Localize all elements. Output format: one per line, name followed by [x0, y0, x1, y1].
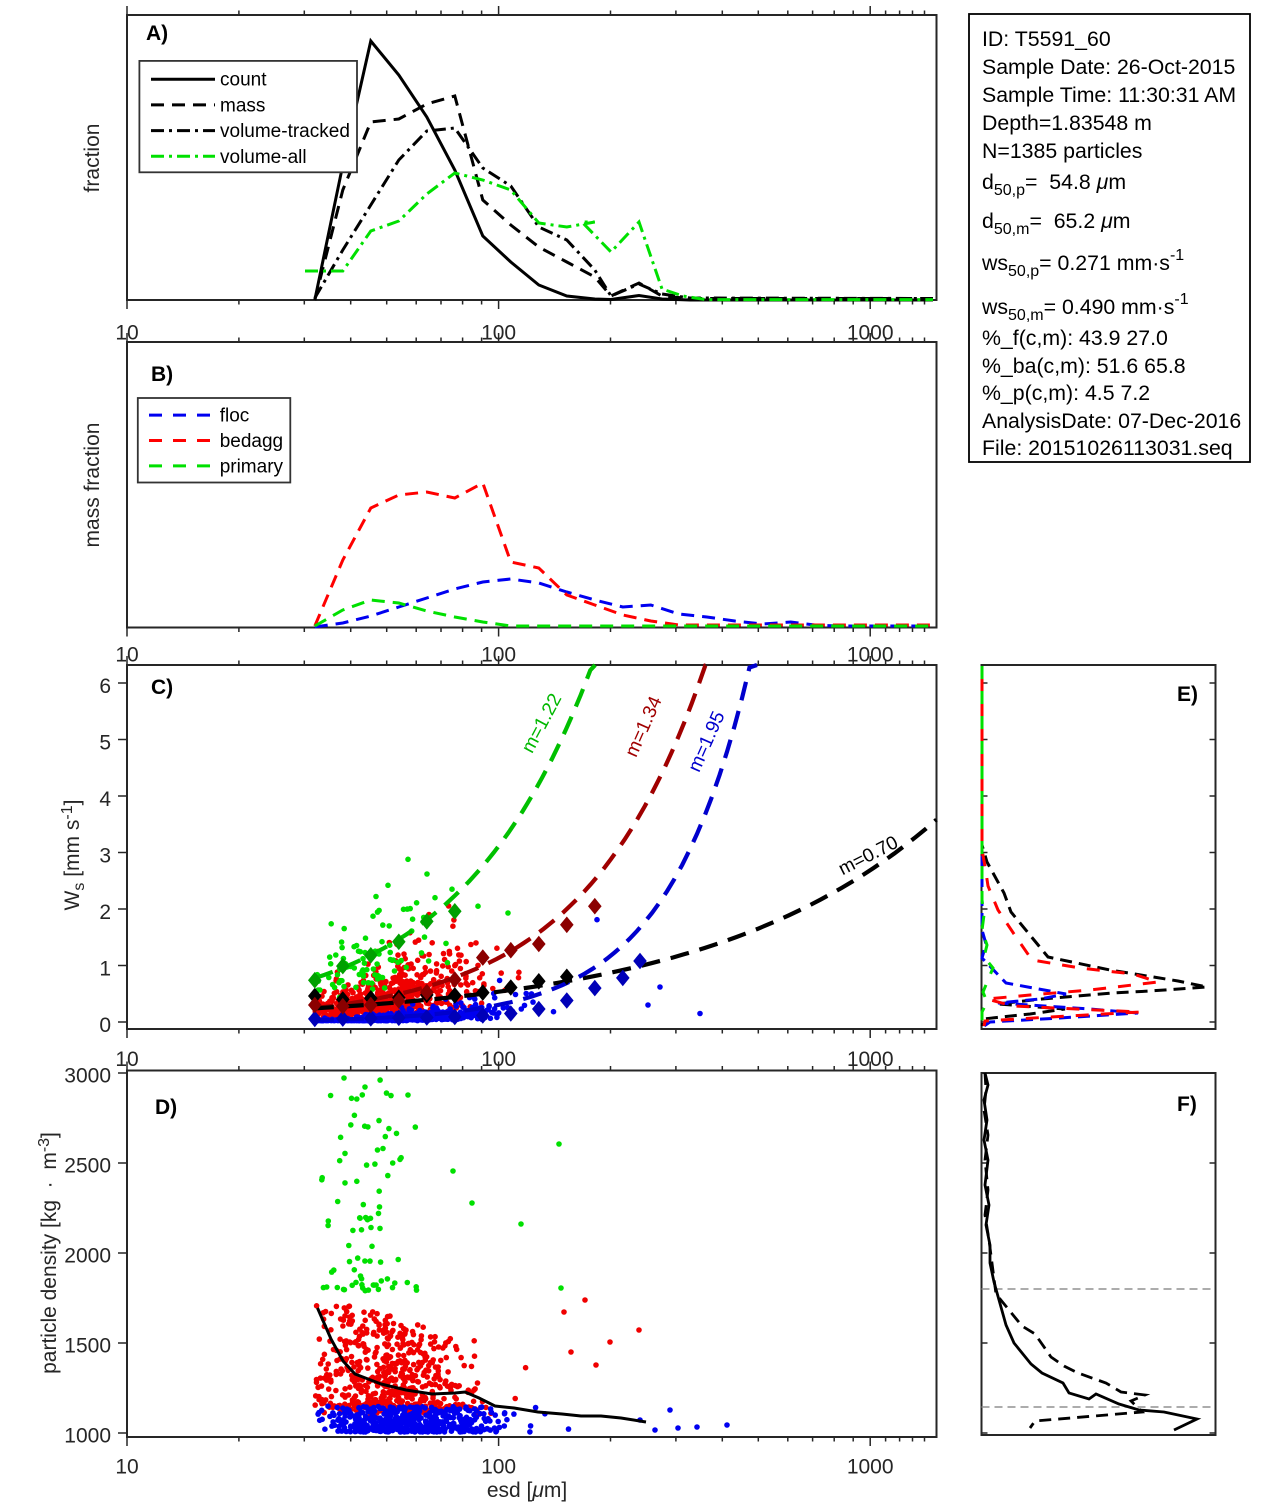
svg-text:1000: 1000: [847, 644, 894, 667]
svg-text:count: count: [220, 70, 267, 91]
svg-text:Sample Date: 26-Oct-2015: Sample Date: 26-Oct-2015: [982, 55, 1235, 79]
svg-text:3000: 3000: [64, 1065, 111, 1088]
svg-text:%_p(c,m): 4.5 7.2: %_p(c,m): 4.5 7.2: [982, 381, 1150, 405]
svg-text:100: 100: [481, 1048, 516, 1071]
svg-text:AnalysisDate: 07-Dec-2016: AnalysisDate: 07-Dec-2016: [982, 409, 1241, 433]
svg-text:volume-tracked: volume-tracked: [220, 121, 350, 142]
svg-text:mass fraction: mass fraction: [81, 423, 104, 548]
svg-text:100: 100: [481, 322, 516, 345]
svg-text:100: 100: [481, 644, 516, 667]
svg-text:1500: 1500: [64, 1335, 111, 1358]
svg-text:F): F): [1177, 1093, 1197, 1116]
svg-text:1: 1: [99, 958, 111, 981]
svg-text:Ws [mm s-1]: Ws [mm s-1]: [59, 800, 88, 911]
svg-text:2500: 2500: [64, 1155, 111, 1178]
svg-text:3: 3: [99, 845, 111, 868]
svg-text:2000: 2000: [64, 1245, 111, 1268]
svg-text:10: 10: [115, 644, 138, 667]
svg-text:%_f(c,m): 43.9 27.0: %_f(c,m): 43.9 27.0: [982, 326, 1168, 350]
svg-text:mass: mass: [220, 95, 265, 116]
svg-text:B): B): [151, 363, 173, 386]
svg-text:ID: T5591_60: ID: T5591_60: [982, 27, 1111, 51]
svg-text:primary: primary: [220, 456, 284, 477]
svg-text:100: 100: [481, 1456, 516, 1479]
svg-text:10: 10: [115, 1048, 138, 1071]
svg-text:floc: floc: [220, 406, 250, 427]
svg-text:1000: 1000: [847, 1456, 894, 1479]
svg-text:%_ba(c,m): 51.6 65.8: %_ba(c,m): 51.6 65.8: [982, 354, 1186, 378]
svg-text:Sample Time: 11:30:31 AM: Sample Time: 11:30:31 AM: [982, 83, 1236, 107]
svg-text:bedagg: bedagg: [220, 431, 283, 452]
svg-text:volume-all: volume-all: [220, 147, 307, 168]
svg-text:1000: 1000: [64, 1425, 111, 1448]
svg-text:10: 10: [115, 1456, 138, 1479]
svg-text:esd [μm]: esd [μm]: [487, 1479, 567, 1502]
svg-text:N=1385 particles: N=1385 particles: [982, 139, 1142, 163]
svg-text:fraction: fraction: [81, 124, 104, 193]
svg-text:File: 20151026113031.seq: File: 20151026113031.seq: [982, 436, 1233, 460]
svg-text:1000: 1000: [847, 322, 894, 345]
svg-text:E): E): [1177, 683, 1198, 706]
svg-text:C): C): [151, 676, 173, 699]
svg-text:particle density [kg · m-3]: particle density [kg · m-3]: [36, 1132, 61, 1374]
svg-text:D): D): [155, 1096, 177, 1119]
svg-text:5: 5: [99, 732, 111, 755]
svg-text:4: 4: [99, 788, 111, 811]
svg-text:A): A): [146, 22, 168, 45]
svg-text:6: 6: [99, 675, 111, 698]
svg-text:10: 10: [115, 322, 138, 345]
svg-text:0: 0: [99, 1014, 111, 1037]
svg-text:2: 2: [99, 901, 111, 924]
svg-text:1000: 1000: [847, 1048, 894, 1071]
svg-text:Depth=1.83548 m: Depth=1.83548 m: [982, 111, 1152, 135]
